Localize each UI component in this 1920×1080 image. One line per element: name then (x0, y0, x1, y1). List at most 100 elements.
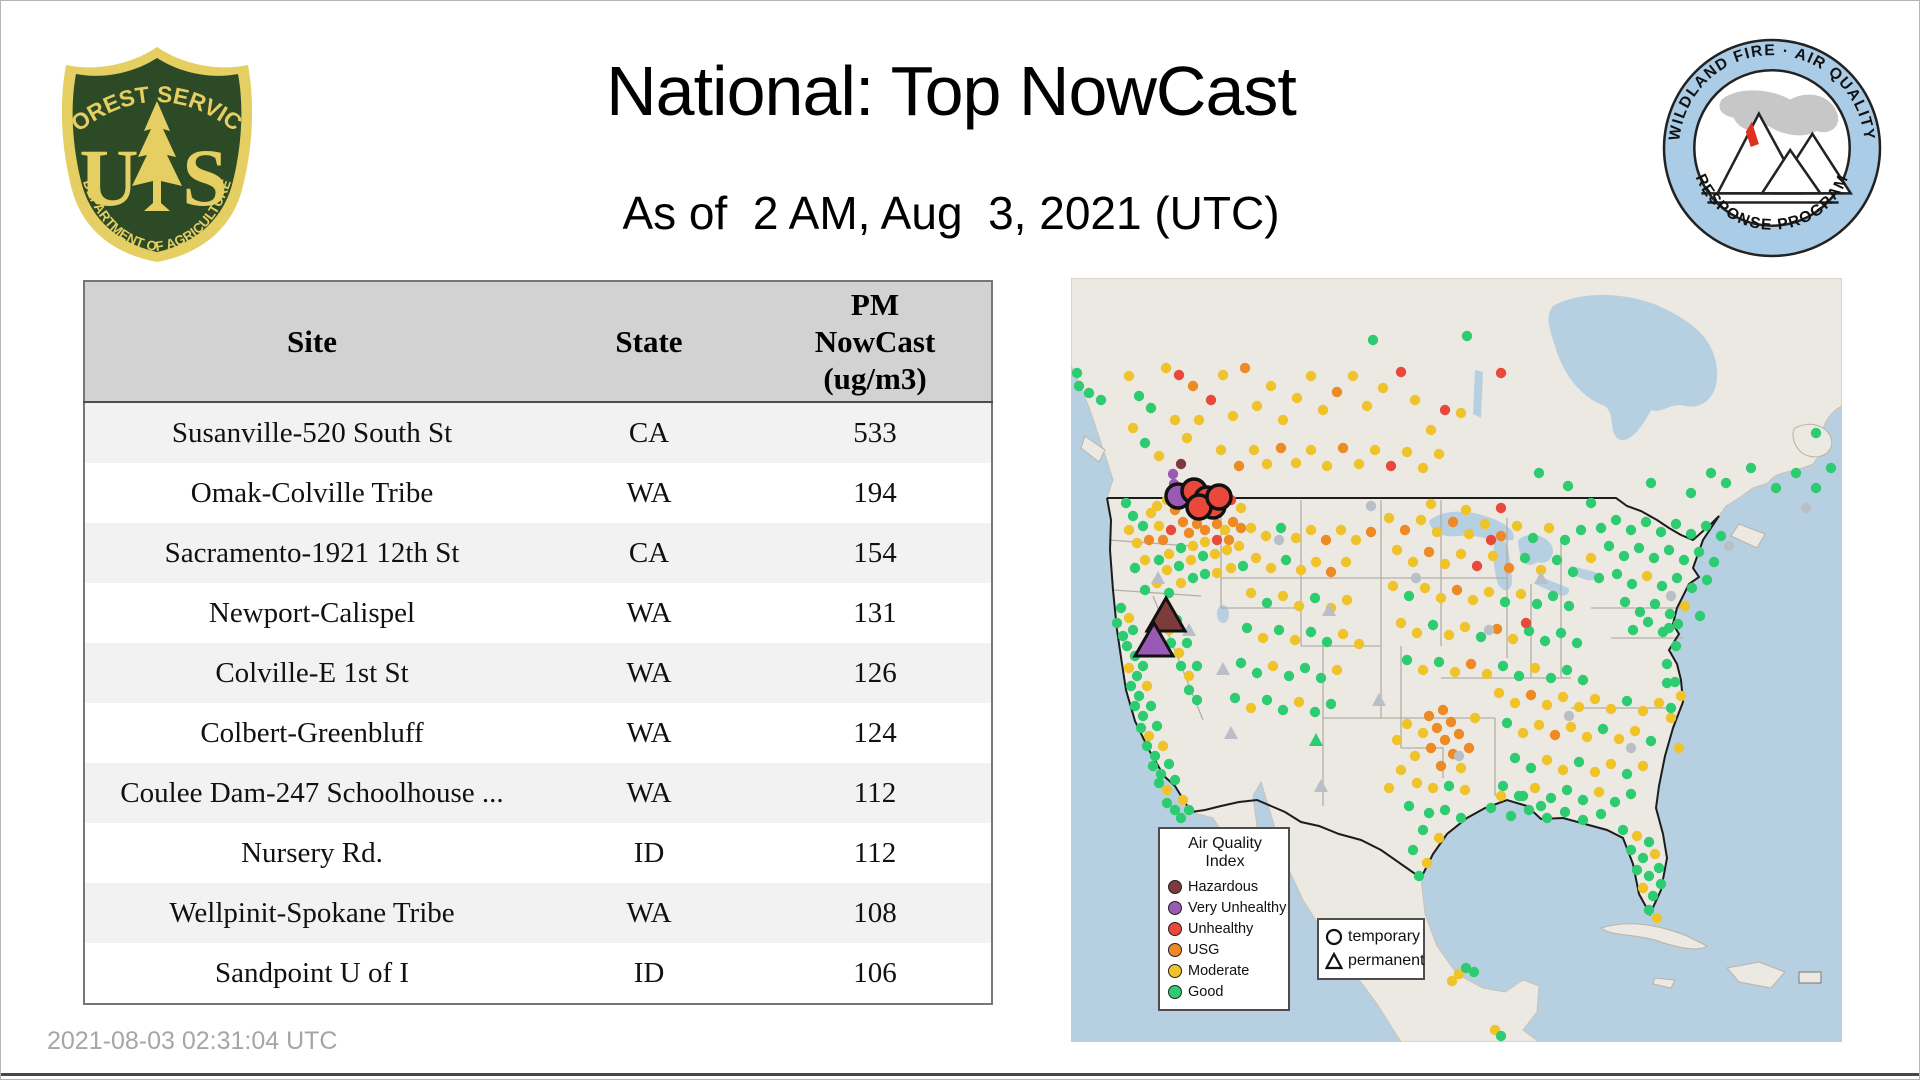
monitor-dot (1305, 370, 1317, 382)
top-site-circle-marker (1205, 483, 1233, 511)
monitor-dot (1685, 487, 1697, 499)
top-nowcast-table: Site State PM NowCast (ug/m3) Susanville… (83, 280, 993, 1005)
monitor-dot (1377, 382, 1389, 394)
monitor-dot (1653, 862, 1665, 874)
monitor-dot (1637, 882, 1649, 894)
col-header-state: State (539, 281, 759, 403)
monitor-dot (1453, 750, 1465, 762)
temporary-legend-row: temporary (1325, 925, 1420, 949)
monitor-dot (1745, 462, 1757, 474)
state-cell: ID (633, 956, 665, 989)
monitor-dot (1163, 548, 1175, 560)
monitor-dot (1233, 540, 1245, 552)
permanent-monitor-triangle (1224, 726, 1238, 739)
monitor-dot (1597, 723, 1609, 735)
monitor-dot (1694, 610, 1706, 622)
permanent-monitor-triangle (1151, 571, 1165, 584)
monitor-dot (1561, 664, 1573, 676)
monitor-dot (1317, 404, 1329, 416)
aqi-legend-item: Good (1168, 981, 1282, 1002)
monitor-dot (1199, 568, 1211, 580)
monitor-dot (1551, 554, 1563, 566)
monitor-dot (1661, 677, 1673, 689)
monitor-dot (1423, 546, 1435, 558)
monitor-dot (1634, 606, 1646, 618)
site-cell: Wellpinit-Spokane Tribe (169, 896, 455, 929)
monitor-dot (1137, 660, 1149, 672)
monitor-dot (1235, 522, 1247, 534)
monitor-dot (1509, 752, 1521, 764)
monitor-dot (1211, 534, 1223, 546)
monitor-dot (1517, 790, 1529, 802)
aqi-legend: Air Quality Index Hazardous Very Unhealth… (1158, 827, 1290, 1011)
site-cell: Sacramento-1921 12th St (164, 536, 460, 569)
monitor-dot (1417, 462, 1429, 474)
monitor-dot (1439, 734, 1451, 746)
monitor-dot (1708, 556, 1720, 568)
permanent-monitor-triangle (1534, 571, 1548, 584)
col-header-pm-nowcast: PM NowCast (ug/m3) (759, 281, 992, 403)
monitor-dot (1175, 577, 1187, 589)
monitor-dot (1686, 582, 1698, 594)
monitor-dot (1810, 482, 1822, 494)
monitor-dot (1267, 660, 1279, 672)
monitor-dot (1299, 662, 1311, 674)
monitor-dot (1585, 497, 1597, 509)
monitor-dot (1618, 550, 1630, 562)
monitor-dot (1275, 442, 1287, 454)
monitor-dot (1395, 366, 1407, 378)
monitor-dot (1199, 536, 1211, 548)
fs-letter-s: S (182, 132, 228, 223)
monitor-dot (1641, 570, 1653, 582)
monitor-dot (1153, 777, 1165, 789)
monitor-dot (1678, 554, 1690, 566)
monitor-dot (1589, 766, 1601, 778)
monitor-dot (1209, 548, 1221, 560)
monitor-dot (1261, 694, 1273, 706)
monitor-dot (1401, 718, 1413, 730)
monitor-dot (1161, 797, 1173, 809)
monitor-dot (1305, 524, 1317, 536)
aqi-color-swatch (1168, 942, 1182, 957)
monitor-dot (1633, 542, 1645, 554)
monitor-dot (1581, 731, 1593, 743)
monitor-dot (1705, 467, 1717, 479)
monitor-dot (1361, 400, 1373, 412)
table-row: Sacramento-1921 12th St CA 154 (84, 523, 992, 583)
monitor-dot (1175, 660, 1187, 672)
monitor-dot (1265, 380, 1277, 392)
monitor-dot (1131, 537, 1143, 549)
monitor-dot (1495, 530, 1507, 542)
monitor-dot (1227, 516, 1239, 528)
monitor-dot (1425, 498, 1437, 510)
temporary-circle-icon (1325, 928, 1343, 946)
monitor-dot (1309, 592, 1321, 604)
monitor-dot (1611, 568, 1623, 580)
monitor-dot (1642, 616, 1654, 628)
monitor-dot (1715, 530, 1727, 542)
monitor-dot (1147, 760, 1159, 772)
permanent-label: permanent (1348, 952, 1425, 969)
monitor-dot (1533, 467, 1545, 479)
monitor-dot (1280, 554, 1292, 566)
monitor-dot (1139, 437, 1151, 449)
monitor-dot (1193, 414, 1205, 426)
monitor-dot (1577, 814, 1589, 826)
monitor-dot (1451, 584, 1463, 596)
monitor-dot (1187, 380, 1199, 392)
aqi-legend-item: USG (1168, 939, 1282, 960)
monitor-dot (1637, 705, 1649, 717)
monitor-dot (1183, 527, 1195, 539)
monitor-dot (1531, 598, 1543, 610)
table-body: Susanville-520 South St CA 533 Omak-Colvill… (84, 402, 992, 1004)
monitor-dot (1671, 572, 1683, 584)
monitor-dot (1573, 701, 1585, 713)
monitor-dot (1385, 460, 1397, 472)
monitor-dot (1127, 422, 1139, 434)
monitor-dot (1183, 804, 1195, 816)
monitor-dot (1161, 784, 1173, 796)
monitor-dot (1163, 758, 1175, 770)
monitor-dot (1217, 369, 1229, 381)
monitor-dot (1183, 670, 1195, 682)
monitor-dot (1427, 782, 1439, 794)
